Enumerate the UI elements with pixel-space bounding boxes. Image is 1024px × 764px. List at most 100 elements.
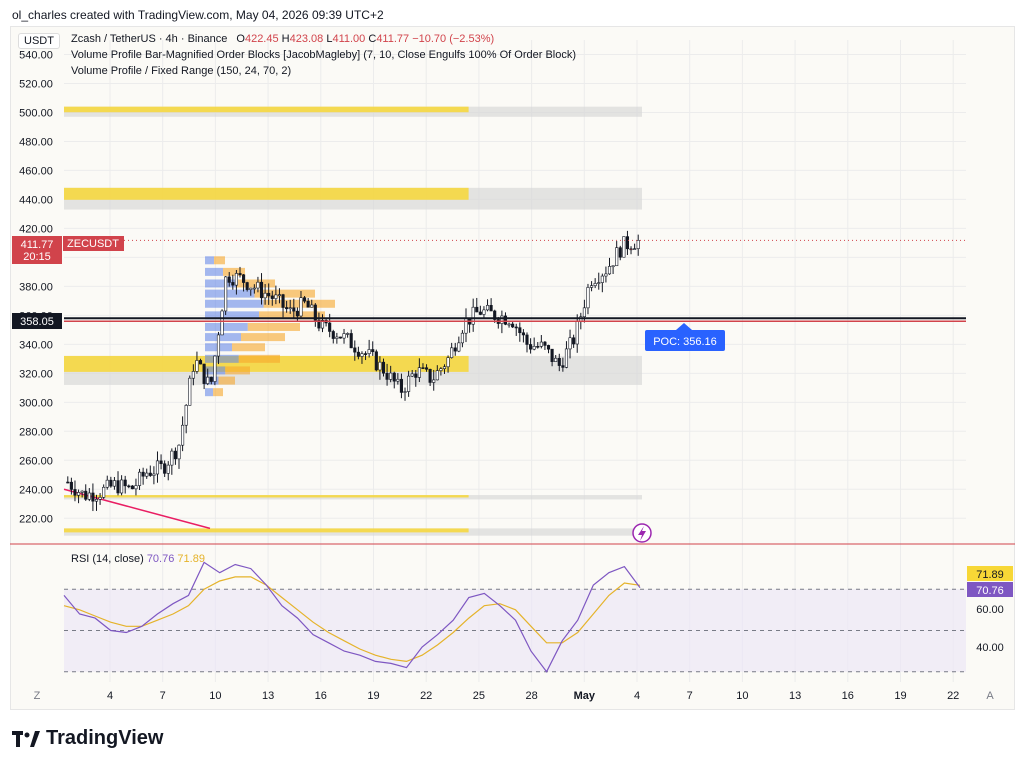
candle-down — [292, 307, 296, 312]
candle-down — [529, 344, 533, 350]
candle-down — [123, 479, 127, 487]
candle-up — [177, 444, 181, 460]
candle-down — [424, 367, 429, 370]
candle-down — [572, 337, 576, 345]
countdown-text: 20:15 — [23, 251, 51, 263]
candle-down — [91, 492, 95, 502]
candle-up — [597, 282, 601, 284]
price-tick-label: 220.00 — [19, 513, 53, 525]
vp-bar-up — [205, 256, 214, 265]
rsi-legend[interactable]: RSI (14, close) 70.76 71.89 — [71, 553, 205, 565]
candle-up — [224, 276, 228, 312]
candle-down — [503, 315, 508, 325]
rsi-ma-value: 71.89 — [177, 553, 205, 565]
indicator-legend-1[interactable]: Volume Profile Bar-Magnified Order Block… — [71, 49, 577, 61]
rsi-badge — [967, 582, 1013, 597]
price-tick-label: 460.00 — [19, 165, 53, 177]
candle-up — [346, 333, 350, 335]
time-tick-label: 16 — [315, 690, 327, 702]
rsi-axis-label-60: 60.00 — [976, 604, 1004, 616]
candle-up — [482, 309, 486, 315]
candle-down — [270, 295, 274, 299]
candle-up — [407, 375, 411, 392]
candle-up — [206, 376, 210, 384]
time-tick-label: 13 — [789, 690, 801, 702]
candle-up — [94, 499, 99, 502]
candle-down — [349, 333, 353, 349]
candle-down — [392, 372, 396, 382]
candle-up — [615, 247, 619, 267]
candle-down — [381, 361, 386, 374]
candle-up — [582, 307, 586, 318]
candle-up — [532, 345, 536, 350]
poc-pointer — [676, 323, 692, 330]
vp-bar-down — [238, 354, 280, 363]
vp-bar-up — [205, 279, 237, 288]
price-tick-label: 500.00 — [19, 107, 53, 119]
vp-bar-down — [225, 366, 250, 375]
vp-bar-down — [218, 376, 235, 385]
rsi-pane — [63, 561, 966, 673]
candle-up — [450, 347, 454, 358]
candle-up — [299, 297, 303, 317]
vp-bar-up — [205, 354, 239, 363]
rsi-value: 70.76 — [146, 553, 175, 565]
level-badge-text: 358.05 — [20, 316, 54, 328]
candle-up — [500, 315, 504, 324]
candle-up — [417, 367, 421, 378]
time-tick-label: 7 — [687, 690, 693, 702]
candle-up — [188, 377, 192, 406]
candle-up — [152, 473, 156, 476]
attribution-text: ol_charles created with TradingView.com,… — [12, 8, 384, 22]
candle-up — [213, 355, 217, 382]
candle-up — [191, 371, 195, 379]
candle-down — [328, 322, 332, 332]
vp-bar-up — [205, 388, 214, 397]
time-axis[interactable]: 4 7 10 13 16 19 22 25 28 May 4 7 10 13 16 19 22 — [107, 690, 959, 702]
price-tick-label: 280.00 — [19, 426, 53, 438]
candle-up — [137, 471, 142, 486]
candle-up — [636, 240, 640, 249]
candle-down — [421, 367, 425, 369]
candle-up — [274, 294, 278, 299]
last-price-text: 411.77 — [21, 239, 54, 251]
candle-up — [446, 357, 450, 368]
candle-up — [277, 294, 282, 296]
candle-up — [310, 304, 314, 308]
price-tick-label: 300.00 — [19, 397, 53, 409]
candle-down — [84, 490, 88, 500]
vp-bar-up — [205, 267, 223, 276]
candle-down — [313, 304, 317, 321]
vp-bar-down — [214, 256, 225, 265]
tradingview-logo[interactable]: TradingView — [12, 727, 163, 750]
candle-up — [112, 480, 116, 487]
auto-a-button[interactable]: A — [986, 690, 994, 702]
candle-up — [564, 348, 569, 368]
zoom-z-button[interactable]: Z — [34, 690, 41, 702]
candle-up — [389, 372, 393, 380]
currency-button[interactable]: USDT — [18, 33, 60, 49]
candle-up — [256, 281, 260, 289]
candle-up — [464, 317, 468, 334]
candle-up — [155, 460, 160, 475]
candle-up — [77, 492, 81, 496]
candle-down — [428, 368, 432, 383]
vp-bar-down — [263, 299, 335, 308]
vp-bar-up — [205, 333, 241, 342]
candle-down — [109, 479, 113, 487]
candle-down — [489, 305, 493, 312]
symbol-legend: Zcash / TetherUS · 4h · Binance O422.45 … — [71, 33, 494, 45]
price-axis[interactable]: 220.00 240.00 260.00 280.00 300.00 320.00 340.… — [19, 49, 53, 525]
candle-up — [166, 464, 170, 474]
candle-up — [195, 360, 199, 372]
candle-down — [385, 372, 389, 380]
candle-up — [263, 292, 267, 299]
candle-down — [518, 327, 522, 334]
indicator-legend-2[interactable]: Volume Profile / Fixed Range (150, 24, 7… — [71, 65, 292, 77]
candle-down — [521, 332, 525, 336]
price-tick-label: 260.00 — [19, 455, 53, 467]
alert-icon[interactable] — [632, 523, 652, 543]
time-tick-label: 10 — [209, 690, 221, 702]
vp-bar-down — [232, 343, 265, 352]
